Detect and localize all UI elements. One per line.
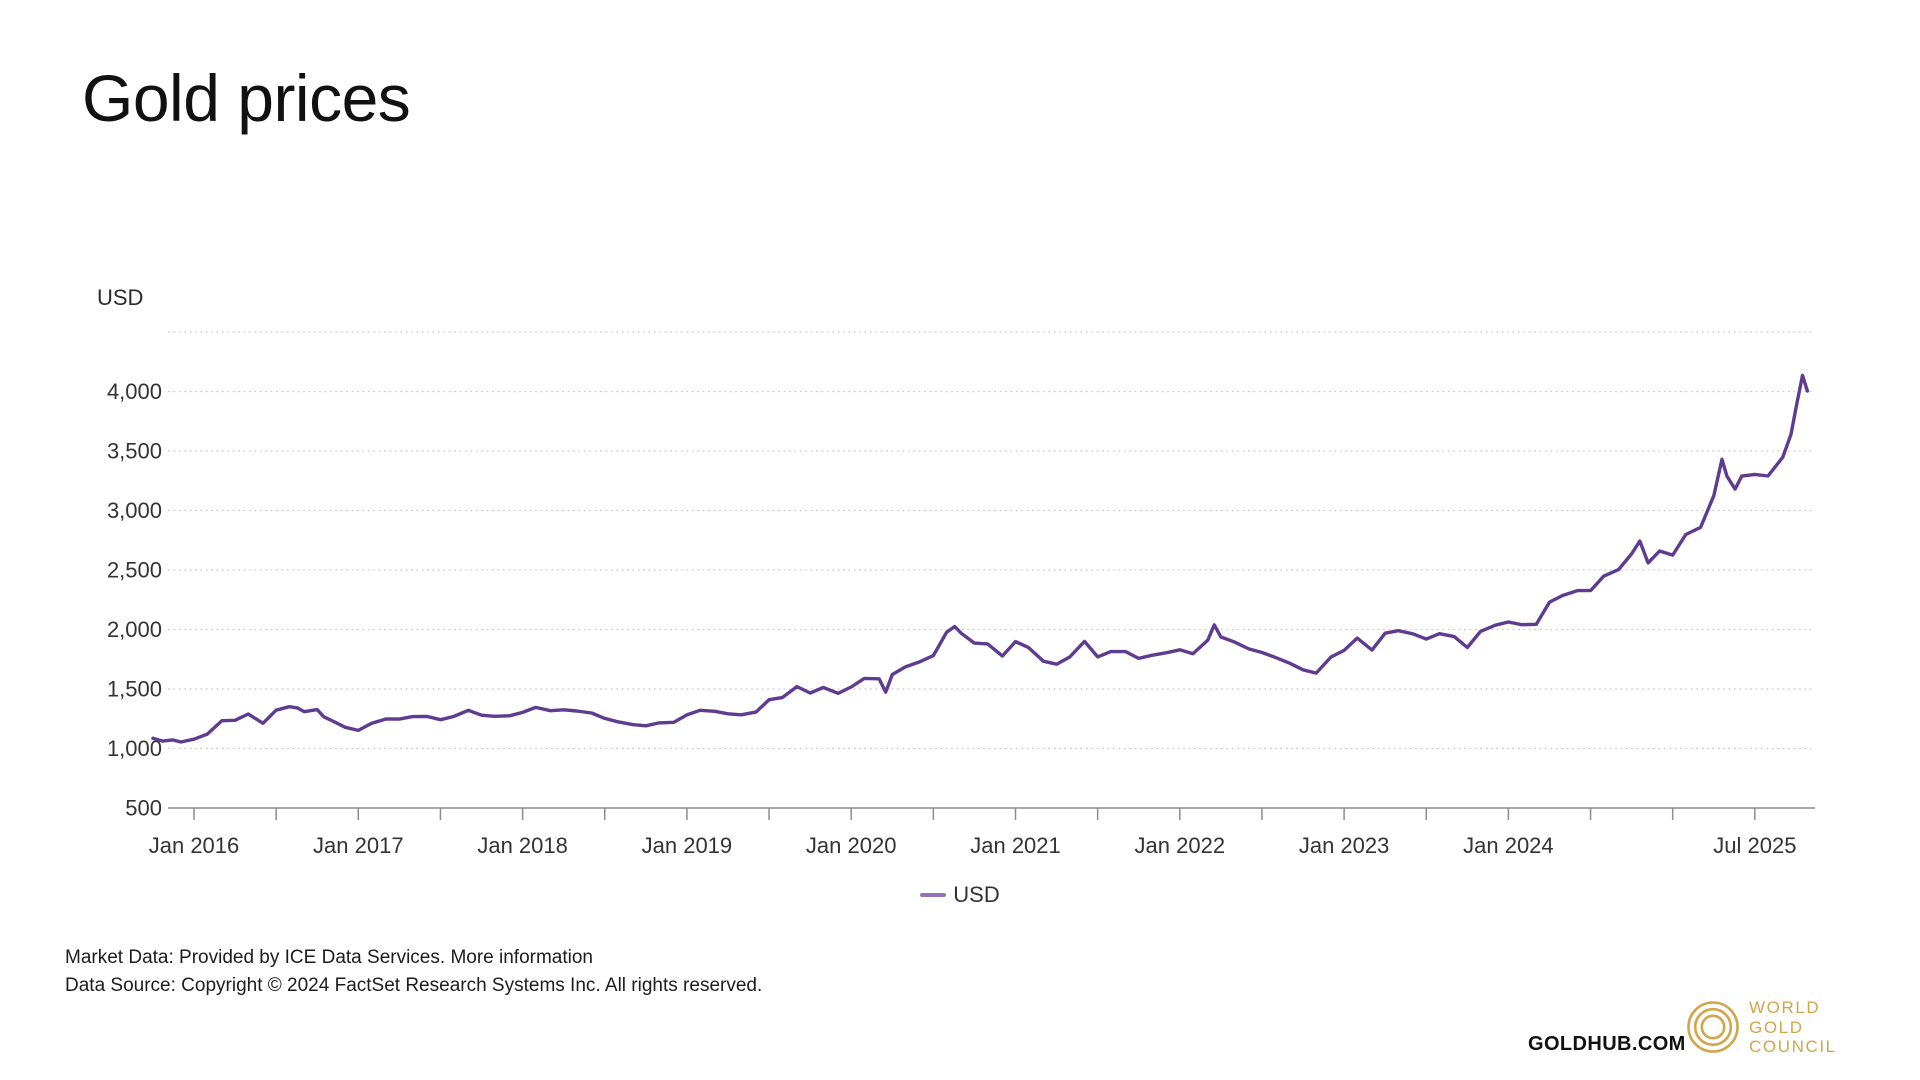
svg-text:2,500: 2,500 bbox=[107, 558, 162, 583]
legend-item-usd[interactable]: USD bbox=[0, 882, 1920, 908]
gridlines bbox=[168, 331, 1815, 750]
page-title: Gold prices bbox=[82, 61, 411, 135]
svg-text:Jan 2020: Jan 2020 bbox=[806, 833, 897, 858]
svg-text:Jan 2021: Jan 2021 bbox=[970, 833, 1061, 858]
x-tick-labels: Jan 2016 Jan 2017 Jan 2018 Jan 2019 Jan 2020… bbox=[149, 833, 1797, 858]
svg-text:Jan 2023: Jan 2023 bbox=[1299, 833, 1390, 858]
y-tick-labels: 500 1,000 1,500 2,000 2,500 3,000 3,500 4,000 bbox=[107, 379, 162, 821]
svg-text:Jul 2025: Jul 2025 bbox=[1713, 833, 1796, 858]
footer: Market Data: Provided by ICE Data Servic… bbox=[65, 944, 762, 1000]
svg-text:2,000: 2,000 bbox=[107, 617, 162, 642]
svg-text:Jan 2019: Jan 2019 bbox=[642, 833, 733, 858]
svg-text:4,000: 4,000 bbox=[107, 379, 162, 404]
svg-text:3,000: 3,000 bbox=[107, 498, 162, 523]
svg-text:3,500: 3,500 bbox=[107, 439, 162, 464]
more-information-link[interactable]: More information bbox=[450, 947, 593, 968]
wgc-wordmark: WORLD GOLD COUNCIL bbox=[1749, 998, 1837, 1057]
svg-text:Jan 2016: Jan 2016 bbox=[149, 833, 240, 858]
svg-text:1,500: 1,500 bbox=[107, 677, 162, 702]
world-gold-council-logo: WORLD GOLD COUNCIL bbox=[1686, 998, 1837, 1057]
series-line-usd bbox=[151, 373, 1810, 744]
legend-label: USD bbox=[953, 882, 1000, 907]
wgc-word-gold: GOLD bbox=[1749, 1017, 1804, 1037]
footer-data-source: Data Source: Copyright © 2024 FactSet Re… bbox=[65, 975, 763, 996]
wgc-rings-icon bbox=[1687, 1001, 1739, 1054]
svg-text:Jan 2022: Jan 2022 bbox=[1135, 833, 1226, 858]
svg-text:Jan 2018: Jan 2018 bbox=[477, 833, 568, 858]
legend-swatch bbox=[920, 893, 947, 897]
y-axis-title: USD bbox=[97, 285, 144, 310]
footer-market-data: Market Data: Provided by ICE Data Servic… bbox=[65, 944, 762, 972]
svg-text:Jan 2017: Jan 2017 bbox=[313, 833, 404, 858]
wgc-word-world: WORLD bbox=[1749, 998, 1821, 1017]
svg-text:500: 500 bbox=[125, 796, 162, 821]
wgc-word-council: COUNCIL bbox=[1749, 1037, 1837, 1056]
x-axis bbox=[168, 807, 1815, 820]
footer-market-data-text: Market Data: Provided by ICE Data Servic… bbox=[65, 947, 451, 968]
svg-text:1,000: 1,000 bbox=[107, 736, 162, 761]
goldhub-wordmark: GOLDHUB.COM bbox=[1528, 1033, 1686, 1055]
svg-text:Jan 2024: Jan 2024 bbox=[1463, 833, 1554, 858]
